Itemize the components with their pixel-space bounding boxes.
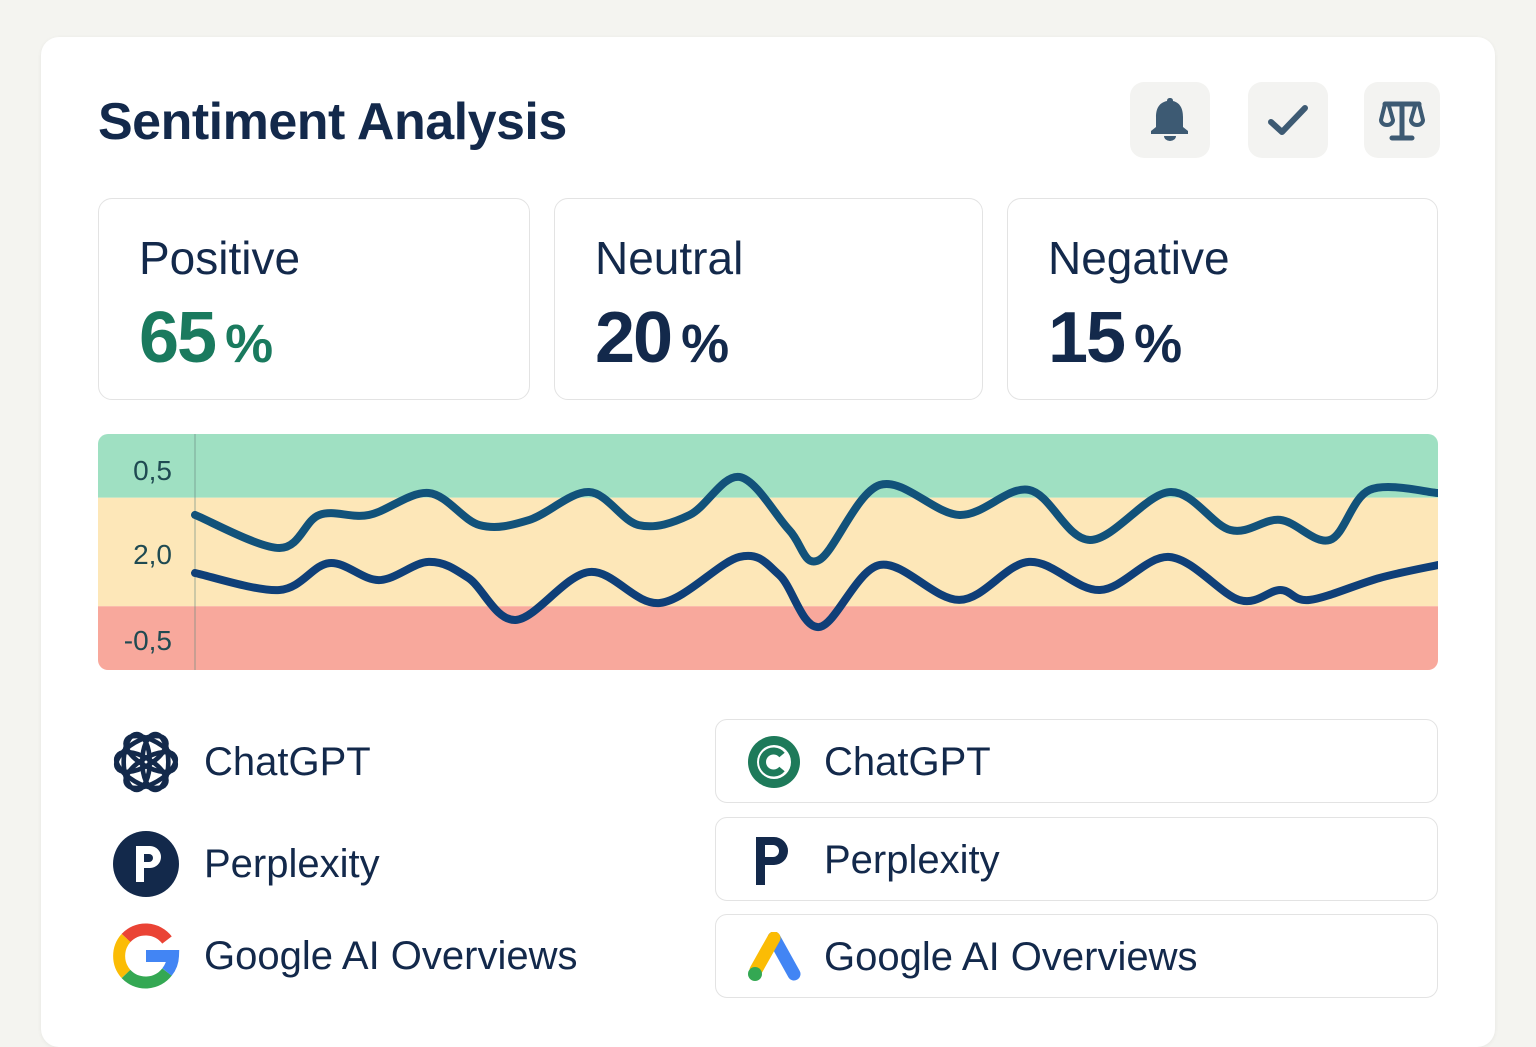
source-label: Google AI Overviews	[824, 934, 1198, 979]
stat-label: Positive	[139, 232, 301, 284]
band-negative	[98, 606, 1438, 670]
stat-value: 65%	[139, 298, 274, 378]
line-series-2	[191, 551, 1438, 632]
band-neutral	[98, 497, 1438, 607]
source-google[interactable]: Google AI Overviews	[106, 914, 578, 998]
perplexity-p-icon	[746, 820, 802, 900]
source-card-chatgpt[interactable]: ChatGPT	[715, 719, 1438, 803]
openai-icon	[106, 722, 186, 802]
stat-label: Neutral	[595, 232, 744, 284]
google-ads-icon	[746, 917, 802, 997]
scale-icon	[1378, 101, 1426, 141]
stat-negative: Negative 15%	[1007, 198, 1438, 400]
y-tick-label: -0,5	[124, 625, 172, 656]
page-title: Sentiment Analysis	[98, 93, 567, 151]
source-label: ChatGPT	[204, 739, 371, 784]
chatgpt-c-icon	[746, 722, 802, 802]
source-chatgpt[interactable]: ChatGPT	[106, 720, 371, 804]
stat-value: 15%	[1048, 298, 1183, 378]
approve-button[interactable]	[1248, 82, 1328, 158]
chart-svg: 0,5 2,0 -0,5	[98, 434, 1438, 670]
google-icon	[106, 916, 186, 996]
stat-neutral: Neutral 20%	[554, 198, 983, 400]
source-card-perplexity[interactable]: Perplexity	[715, 817, 1438, 901]
balance-button[interactable]	[1364, 82, 1440, 158]
line-series-1	[191, 472, 1438, 566]
stat-value: 20%	[595, 298, 730, 378]
source-label: Perplexity	[824, 837, 1000, 882]
source-label: Perplexity	[204, 841, 380, 886]
y-tick-label: 0,5	[133, 455, 172, 486]
stat-label: Negative	[1048, 232, 1230, 284]
band-positive	[98, 434, 1438, 498]
source-card-google[interactable]: Google AI Overviews	[715, 914, 1438, 998]
bell-icon	[1151, 98, 1188, 141]
perplexity-icon	[106, 824, 186, 904]
source-google-alt: Google AI Overviews	[746, 915, 1198, 999]
stat-positive: Positive 65%	[98, 198, 530, 400]
sentiment-chart: 0,5 2,0 -0,5	[98, 434, 1438, 670]
source-perplexity[interactable]: Perplexity	[106, 822, 380, 906]
check-icon	[1268, 105, 1308, 135]
notifications-button[interactable]	[1130, 82, 1210, 158]
source-chatgpt-alt: ChatGPT	[746, 720, 991, 804]
source-label: Google AI Overviews	[204, 933, 578, 978]
y-tick-label: 2,0	[133, 539, 172, 570]
source-perplexity-alt: Perplexity	[746, 818, 1000, 902]
source-label: ChatGPT	[824, 739, 991, 784]
